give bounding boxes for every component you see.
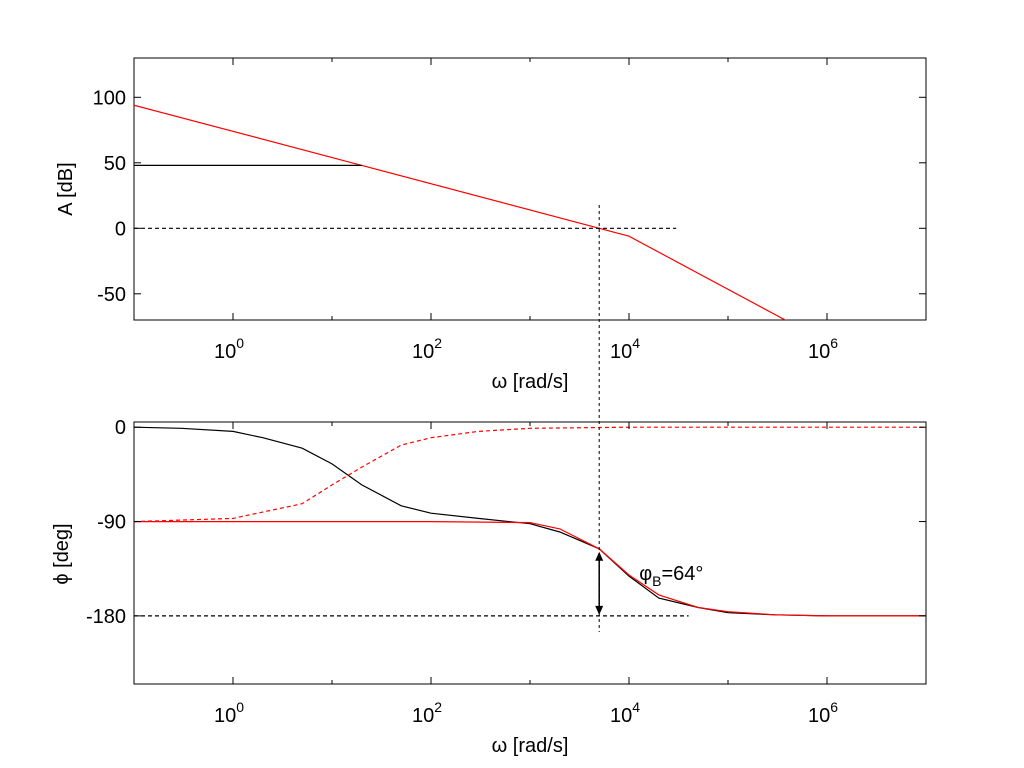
phase-x-tick-label: 102 xyxy=(412,699,442,727)
phase-x-tick-label: 106 xyxy=(808,699,838,727)
magnitude-y-tick-label: -50 xyxy=(97,284,126,306)
phase-x-tick-label: 104 xyxy=(610,699,640,727)
phase-plot-frame xyxy=(133,421,927,685)
phase-y-tick-label: -180 xyxy=(86,606,126,628)
phase-x-tick-label: 100 xyxy=(214,699,244,727)
magnitude-y-axis-label: A [dB] xyxy=(55,162,77,215)
phase-series-1 xyxy=(134,426,926,523)
arrow-head-down xyxy=(595,605,604,615)
magnitude-plot-frame xyxy=(133,57,927,321)
phase-ticks: 100 102 104 106 -180 -90 0 xyxy=(86,417,927,727)
magnitude-x-axis-label: ω [rad/s] xyxy=(492,371,569,393)
phase-y-tick-label: 0 xyxy=(115,417,126,439)
magnitude-x-tick-label: 104 xyxy=(610,335,640,363)
phase-y-tick-label: -90 xyxy=(97,512,126,534)
magnitude-x-tick-label: 106 xyxy=(808,335,838,363)
phase-plot: 100 102 104 106 -180 -90 0 ω [rad/s] ϕ [deg] φ… xyxy=(51,417,927,757)
phase-x-axis-label: ω [rad/s] xyxy=(492,735,569,757)
magnitude-x-tick-label: 102 xyxy=(412,335,442,363)
magnitude-y-tick-label: 0 xyxy=(115,218,126,240)
magnitude-plot: 100 102 104 106 -50 0 50 100 ω [rad/s] A [dB] xyxy=(55,57,927,393)
magnitude-ticks: 100 102 104 106 -50 0 50 100 xyxy=(93,58,927,363)
phase-series-2 xyxy=(134,520,926,617)
magnitude-series xyxy=(134,104,787,320)
magnitude-y-tick-label: 50 xyxy=(104,153,126,175)
phase-margin-annotation: φB=64° xyxy=(595,551,703,615)
magnitude-x-tick-label: 100 xyxy=(214,335,244,363)
phase-series-0 xyxy=(134,426,926,617)
magnitude-y-tick-label: 100 xyxy=(93,87,126,109)
phase-y-axis-label: ϕ [deg] xyxy=(51,523,73,584)
phase-series xyxy=(134,426,926,617)
arrow-head-up xyxy=(595,551,604,561)
phase-margin-label: φB=64° xyxy=(639,563,703,589)
